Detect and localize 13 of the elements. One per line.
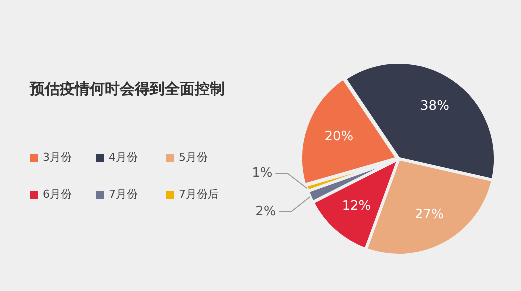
data-label: 38% [420, 98, 450, 114]
data-label: 12% [342, 199, 372, 214]
legend-label: 5月份 [178, 150, 209, 165]
data-label: 20% [324, 130, 354, 145]
legend-label: 3月份 [42, 150, 73, 165]
legend-label: 6月份 [42, 187, 73, 202]
data-label: 27% [415, 207, 444, 222]
text: 预估疫情何时会得到全面控制 [30, 80, 225, 99]
legend-label: 7月份 [108, 187, 139, 202]
legend-label: 4月份 [108, 150, 139, 165]
legend-label: 7月份后 [178, 187, 220, 202]
data-label: 2% [256, 204, 276, 220]
data-label: 1% [252, 166, 273, 181]
